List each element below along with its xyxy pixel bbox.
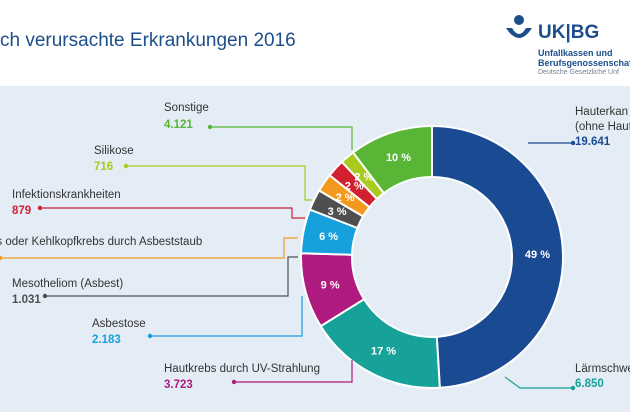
slice-name-label: Hautkrebs durch UV-Strahlung bbox=[164, 363, 320, 375]
header: ch verursachte Erkrankungen 2016 UK|BG U… bbox=[0, 0, 630, 86]
slice-value-label: 716 bbox=[94, 161, 113, 173]
slice-name-label: Lärmschwe bbox=[575, 363, 630, 375]
leader-line bbox=[126, 165, 312, 201]
slice-percent-label: 49 % bbox=[525, 249, 550, 261]
leader-dot bbox=[37, 205, 43, 211]
leader-dot bbox=[0, 255, 3, 261]
slice-value-label: 6.850 bbox=[575, 378, 604, 390]
slice-name-label: Silikose bbox=[94, 145, 134, 157]
slice-value-label: 879 bbox=[12, 205, 31, 217]
leader-dot bbox=[42, 293, 48, 299]
slice-percent-label: 6 % bbox=[319, 231, 338, 243]
logo-subtitle-3: Deutsche Gesetzliche Unf bbox=[538, 69, 619, 76]
logo-text: UK|BG bbox=[538, 22, 600, 43]
leader-line bbox=[504, 376, 573, 389]
chart-title: ch verursachte Erkrankungen 2016 bbox=[0, 30, 296, 51]
slice-name-label: Sonstige bbox=[164, 102, 209, 114]
leader-dot bbox=[123, 163, 129, 169]
donut-slice bbox=[431, 124, 564, 389]
slice-name-label: Hauterkan bbox=[575, 106, 628, 118]
slice-percent-label: 2 % bbox=[336, 192, 355, 204]
logo-subtitle-2: Berufsgenossenschaften bbox=[538, 58, 630, 68]
slice-value-label: 1.031 bbox=[12, 294, 41, 306]
leader-line bbox=[45, 256, 298, 297]
slice-percent-label: 17 % bbox=[371, 346, 396, 358]
slice-value-label: 2.183 bbox=[92, 334, 121, 346]
slice-name-label: (ohne Haut bbox=[575, 121, 630, 133]
leader-dot bbox=[147, 333, 153, 339]
leader-line bbox=[40, 207, 305, 219]
slice-value-label: 3.723 bbox=[164, 379, 193, 391]
slice-name-label: Infektionskrankheiten bbox=[12, 189, 121, 201]
logo-subtitle-1: Unfallkassen und bbox=[538, 48, 613, 58]
leader-dot bbox=[570, 385, 576, 391]
leader-line bbox=[150, 296, 303, 337]
leader-dot bbox=[207, 124, 213, 130]
uk-bg-logo: UK|BG Unfallkassen und Berufsgenossensch… bbox=[496, 8, 630, 78]
slice-value-label: 19.641 bbox=[575, 136, 611, 148]
logo-mark-icon bbox=[506, 15, 532, 38]
slice-name-label: bs oder Kehlkopfkrebs durch Asbeststaub bbox=[0, 236, 202, 248]
slice-name-label: Mesotheliom (Asbest) bbox=[12, 278, 123, 290]
slice-value-label: 4.121 bbox=[164, 119, 193, 131]
leader-line bbox=[0, 237, 298, 259]
slice-percent-label: 9 % bbox=[321, 279, 340, 291]
slice-name-label: Asbestose bbox=[92, 318, 146, 330]
leader-dot bbox=[570, 140, 576, 146]
slice-percent-label: 10 % bbox=[386, 152, 411, 164]
donut-slice bbox=[351, 124, 433, 195]
leader-line bbox=[210, 126, 353, 150]
leader-dot bbox=[231, 379, 237, 385]
leader-line bbox=[234, 360, 353, 383]
slice-percent-label: 3 % bbox=[328, 206, 347, 218]
slice-percent-label: 2 % bbox=[345, 181, 364, 193]
